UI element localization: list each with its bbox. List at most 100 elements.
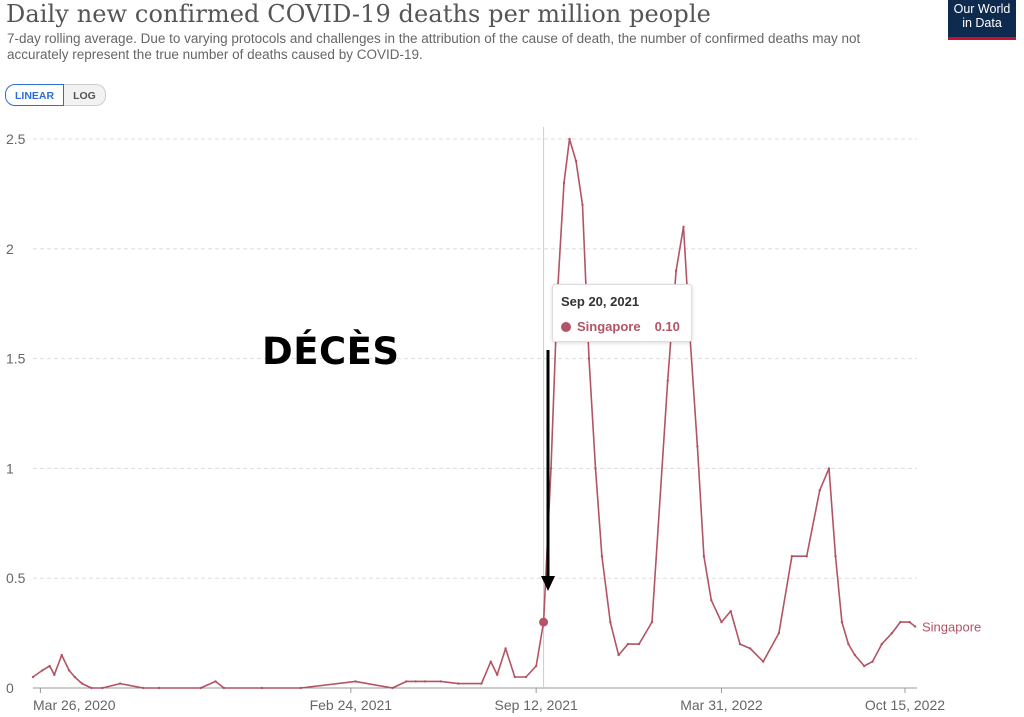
data-point bbox=[805, 555, 808, 558]
y-tick-label: 0 bbox=[6, 680, 14, 696]
tooltip-series-name: Singapore bbox=[577, 319, 641, 334]
data-point bbox=[496, 673, 499, 677]
y-tick-label: 2 bbox=[6, 241, 14, 257]
series-end-label: Singapore bbox=[922, 620, 981, 635]
data-point bbox=[549, 467, 553, 470]
data-point bbox=[439, 680, 442, 683]
data-point bbox=[600, 555, 604, 558]
data-point bbox=[405, 680, 408, 683]
data-point bbox=[391, 686, 394, 690]
data-point bbox=[834, 555, 837, 558]
data-point bbox=[414, 680, 417, 683]
scale-toggle: LINEAR LOG bbox=[5, 84, 106, 106]
data-point bbox=[260, 686, 264, 690]
data-point bbox=[729, 609, 732, 613]
data-point bbox=[862, 664, 866, 668]
data-point bbox=[827, 467, 831, 470]
data-point bbox=[710, 598, 713, 602]
data-point bbox=[720, 620, 723, 624]
data-point bbox=[626, 642, 630, 646]
data-point bbox=[423, 680, 427, 683]
data-point bbox=[142, 686, 145, 690]
data-point bbox=[67, 669, 71, 672]
tooltip-value: 0.10 bbox=[654, 319, 680, 334]
data-point bbox=[524, 675, 528, 679]
tooltip-row: Singapore 0.10 bbox=[561, 319, 683, 334]
data-point bbox=[840, 620, 844, 624]
data-point bbox=[880, 642, 883, 646]
data-point bbox=[53, 673, 56, 677]
tooltip-date: Sep 20, 2021 bbox=[561, 294, 640, 309]
linear-scale-button[interactable]: LINEAR bbox=[5, 84, 65, 106]
annotation-label: DÉCÈS bbox=[262, 330, 400, 373]
data-point bbox=[157, 686, 161, 690]
data-point bbox=[890, 631, 894, 635]
data-point bbox=[871, 660, 874, 663]
data-point bbox=[534, 664, 538, 668]
x-tick-label: Oct 15, 2022 bbox=[865, 697, 945, 713]
data-point bbox=[489, 660, 492, 663]
data-point bbox=[818, 489, 821, 492]
data-point bbox=[777, 631, 781, 635]
data-point bbox=[581, 203, 584, 207]
data-point bbox=[738, 642, 742, 646]
data-point bbox=[299, 686, 302, 690]
data-point bbox=[222, 686, 226, 690]
data-point bbox=[90, 686, 93, 690]
data-point bbox=[594, 467, 597, 470]
chart-subtitle: 7-day rolling average. Due to varying pr… bbox=[7, 31, 861, 62]
data-point bbox=[674, 269, 678, 272]
data-point bbox=[702, 555, 706, 558]
data-point bbox=[101, 686, 104, 690]
x-tick-label: Sep 12, 2021 bbox=[495, 697, 579, 713]
data-point bbox=[637, 642, 641, 646]
y-tick-label: 2.5 bbox=[6, 131, 26, 147]
data-point bbox=[761, 660, 765, 663]
data-point bbox=[574, 159, 578, 163]
x-tick-label: Mar 31, 2022 bbox=[680, 697, 763, 713]
data-point bbox=[609, 620, 612, 624]
x-tick-label: Feb 24, 2021 bbox=[310, 697, 393, 713]
data-point bbox=[617, 653, 620, 657]
data-point bbox=[354, 680, 357, 683]
y-tick-label: 1.5 bbox=[6, 351, 26, 367]
y-tick-label: 0.5 bbox=[6, 570, 26, 586]
data-point bbox=[853, 653, 857, 657]
data-point bbox=[199, 686, 202, 690]
data-point bbox=[562, 181, 566, 185]
x-tick-label: Mar 26, 2020 bbox=[33, 697, 116, 713]
data-point bbox=[118, 682, 122, 685]
data-point bbox=[908, 620, 911, 624]
data-point bbox=[73, 675, 76, 679]
data-point bbox=[696, 445, 699, 448]
log-scale-button[interactable]: LOG bbox=[64, 84, 106, 106]
data-point bbox=[913, 625, 917, 628]
data-point bbox=[60, 653, 63, 657]
y-tick-label: 1 bbox=[6, 460, 14, 476]
data-point bbox=[513, 675, 517, 679]
data-point bbox=[480, 682, 483, 685]
data-point bbox=[899, 620, 902, 624]
data-point bbox=[682, 225, 685, 229]
series-color-dot bbox=[561, 321, 571, 332]
data-point bbox=[31, 675, 35, 679]
chart-title: Daily new confirmed COVID-19 deaths per … bbox=[6, 0, 711, 28]
data-point bbox=[650, 620, 654, 624]
owid-logo[interactable]: Our World in Data bbox=[948, 0, 1016, 40]
data-point bbox=[80, 682, 84, 685]
data-point bbox=[457, 682, 460, 685]
series-line-singapore bbox=[32, 138, 916, 689]
data-point bbox=[666, 379, 669, 382]
data-point bbox=[41, 669, 44, 672]
data-point bbox=[568, 137, 571, 141]
data-point bbox=[847, 642, 850, 646]
data-point bbox=[48, 664, 51, 668]
data-point bbox=[587, 357, 591, 360]
data-point bbox=[790, 555, 794, 558]
data-point bbox=[214, 680, 217, 683]
hover-point bbox=[539, 617, 549, 627]
data-point bbox=[749, 647, 752, 650]
hover-tooltip: Sep 20, 2021 Singapore 0.10 bbox=[552, 284, 692, 342]
annotation-arrow-head bbox=[541, 576, 555, 591]
